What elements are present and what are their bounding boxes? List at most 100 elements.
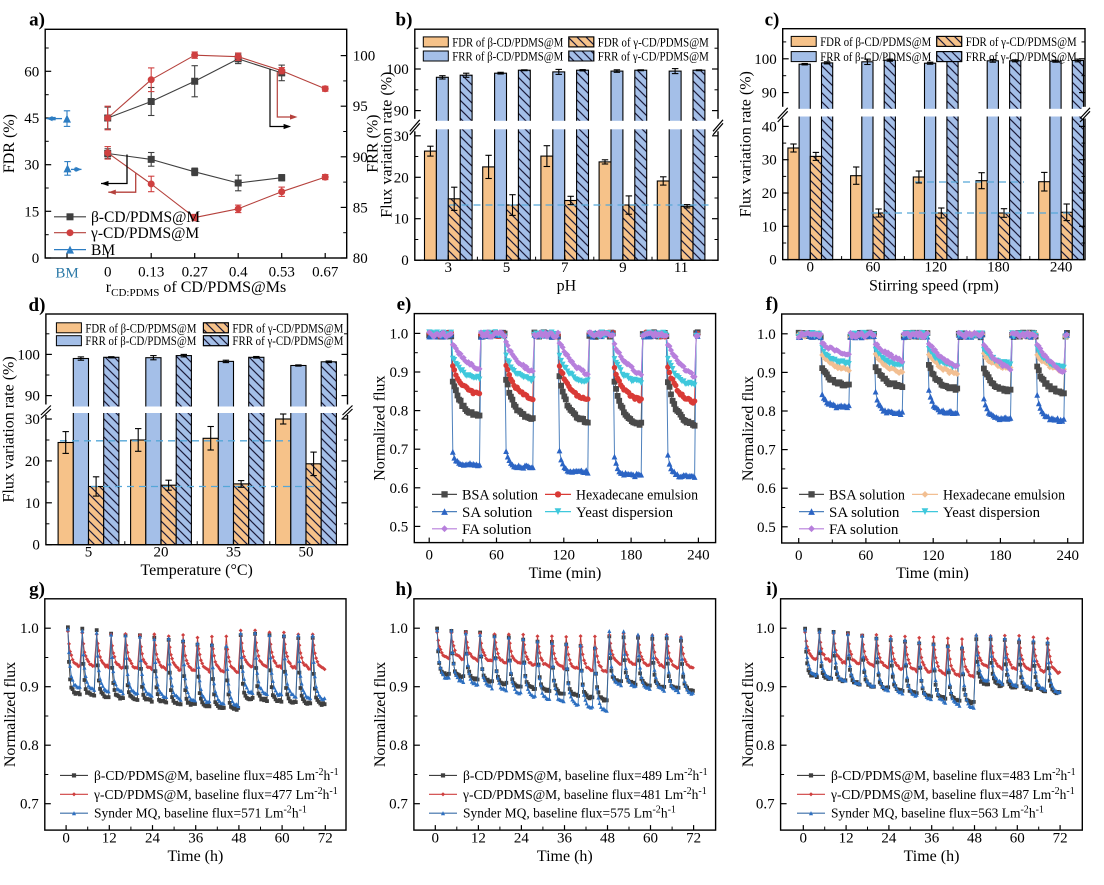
svg-text:35: 35 [226, 545, 241, 561]
svg-text:30: 30 [24, 158, 39, 174]
svg-text:Synder MQ, baseline flux=575 L: Synder MQ, baseline flux=575 Lm-2h-1 [463, 805, 676, 821]
svg-text:60: 60 [489, 548, 504, 564]
svg-text:100: 100 [754, 52, 777, 68]
svg-text:Normalized flux: Normalized flux [2, 662, 19, 767]
svg-text:b): b) [396, 9, 413, 30]
svg-text:0.5: 0.5 [390, 519, 409, 535]
svg-text:c): c) [765, 9, 780, 30]
svg-text:11: 11 [674, 260, 688, 276]
svg-text:0.13: 0.13 [138, 265, 164, 281]
svg-text:90: 90 [762, 86, 777, 102]
svg-text:Flux variation rate (%): Flux variation rate (%) [738, 71, 755, 217]
svg-text:β-CD/PDMS@M, baseline flux=489: β-CD/PDMS@M, baseline flux=489 Lm-2h-1 [463, 767, 708, 783]
svg-text:Normalized flux: Normalized flux [740, 662, 757, 767]
svg-text:pH: pH [557, 278, 577, 295]
svg-text:1.0: 1.0 [756, 621, 775, 637]
svg-text:24: 24 [881, 831, 897, 847]
svg-text:36: 36 [557, 831, 573, 847]
svg-text:0.27: 0.27 [182, 265, 209, 281]
svg-text:30: 30 [25, 412, 40, 428]
svg-text:0: 0 [795, 548, 803, 564]
svg-text:0.9: 0.9 [389, 680, 408, 696]
svg-text:g): g) [29, 579, 45, 600]
svg-text:0: 0 [401, 253, 409, 269]
svg-text:FRR of β-CD/PDMS@M: FRR of β-CD/PDMS@M [452, 49, 563, 64]
svg-text:BSA solution: BSA solution [829, 488, 905, 504]
svg-text:180: 180 [620, 548, 643, 564]
svg-text:5: 5 [85, 545, 93, 561]
svg-text:100: 100 [386, 62, 409, 78]
svg-text:β-CD/PDMS@M, baseline flux=483: β-CD/PDMS@M, baseline flux=483 Lm-2h-1 [831, 767, 1076, 783]
svg-text:60: 60 [858, 548, 873, 564]
svg-text:FRR (%): FRR (%) [365, 114, 382, 172]
svg-text:240: 240 [687, 548, 710, 564]
svg-text:0.6: 0.6 [390, 481, 409, 497]
svg-text:0: 0 [62, 831, 70, 847]
svg-text:0.4: 0.4 [229, 265, 248, 281]
svg-text:72: 72 [318, 831, 333, 847]
svg-text:60: 60 [866, 260, 881, 276]
svg-text:FDR of β-CD/PDMS@M: FDR of β-CD/PDMS@M [820, 34, 931, 49]
svg-text:Temperature (°C): Temperature (°C) [141, 562, 253, 579]
svg-text:SA solution: SA solution [829, 505, 900, 521]
svg-text:BM: BM [55, 266, 78, 282]
svg-text:240: 240 [1056, 548, 1079, 564]
svg-text:0: 0 [769, 253, 777, 269]
svg-text:FA solution: FA solution [462, 522, 532, 538]
svg-text:36: 36 [188, 831, 204, 847]
svg-text:Stirring speed (rpm): Stirring speed (rpm) [869, 278, 999, 295]
svg-text:0.8: 0.8 [756, 738, 775, 754]
svg-text:Time (h): Time (h) [904, 848, 960, 865]
svg-text:85: 85 [353, 200, 368, 216]
svg-text:100: 100 [353, 49, 376, 65]
svg-text:0: 0 [800, 831, 808, 847]
svg-text:120: 120 [922, 548, 945, 564]
svg-text:1.0: 1.0 [389, 621, 408, 637]
svg-text:45: 45 [24, 111, 39, 127]
svg-text:e): e) [397, 294, 412, 315]
svg-text:15: 15 [24, 204, 39, 220]
svg-text:SA solution: SA solution [462, 505, 533, 521]
svg-text:0.7: 0.7 [757, 443, 776, 459]
svg-text:FDR of γ-CD/PDMS@M: FDR of γ-CD/PDMS@M [966, 34, 1077, 49]
svg-text:f): f) [766, 294, 779, 315]
svg-text:BM: BM [91, 242, 115, 259]
svg-text:β-CD/PDMS@M: β-CD/PDMS@M [91, 209, 200, 226]
svg-text:0: 0 [807, 260, 815, 276]
svg-text:180: 180 [989, 548, 1012, 564]
svg-text:0: 0 [32, 251, 40, 267]
svg-text:FDR of γ-CD/PDMS@M: FDR of γ-CD/PDMS@M [598, 34, 709, 49]
svg-text:12: 12 [102, 831, 117, 847]
svg-text:γ-CD/PDMS@M, baseline flux=481: γ-CD/PDMS@M, baseline flux=481 Lm-2h-1 [462, 786, 707, 802]
svg-text:60: 60 [275, 831, 290, 847]
svg-text:40: 40 [762, 119, 777, 135]
svg-text:γ-CD/PDMS@M, baseline flux=487: γ-CD/PDMS@M, baseline flux=487 Lm-2h-1 [830, 786, 1075, 802]
svg-text:0: 0 [425, 548, 433, 564]
svg-text:120: 120 [924, 260, 947, 276]
svg-text:FRR of β-CD/PDMS@M: FRR of β-CD/PDMS@M [820, 49, 931, 64]
svg-text:24: 24 [514, 831, 530, 847]
svg-text:0.8: 0.8 [757, 404, 776, 420]
svg-text:10: 10 [25, 496, 40, 512]
svg-text:5: 5 [503, 260, 511, 276]
svg-text:Time (h): Time (h) [167, 848, 223, 865]
svg-text:0.8: 0.8 [389, 738, 408, 754]
svg-text:0: 0 [32, 538, 40, 554]
svg-text:0.8: 0.8 [20, 738, 39, 754]
svg-text:90: 90 [353, 150, 368, 166]
svg-text:10: 10 [762, 219, 777, 235]
svg-text:Normalized flux: Normalized flux [371, 375, 388, 480]
svg-text:FRR of γ-CD/PDMS@M: FRR of γ-CD/PDMS@M [598, 49, 709, 64]
svg-text:FA solution: FA solution [829, 522, 899, 538]
svg-text:48: 48 [967, 831, 982, 847]
svg-text:Yeast dispersion: Yeast dispersion [943, 505, 1040, 521]
svg-text:FRR of γ-CD/PDMS@M: FRR of γ-CD/PDMS@M [966, 49, 1077, 64]
svg-text:12: 12 [839, 831, 854, 847]
svg-text:100: 100 [17, 347, 40, 363]
svg-text:1.0: 1.0 [757, 327, 776, 343]
svg-text:10: 10 [394, 212, 409, 228]
svg-text:Time (min): Time (min) [896, 565, 969, 582]
svg-text:95: 95 [353, 99, 368, 115]
svg-text:0.9: 0.9 [390, 365, 409, 381]
svg-text:0.9: 0.9 [20, 680, 39, 696]
